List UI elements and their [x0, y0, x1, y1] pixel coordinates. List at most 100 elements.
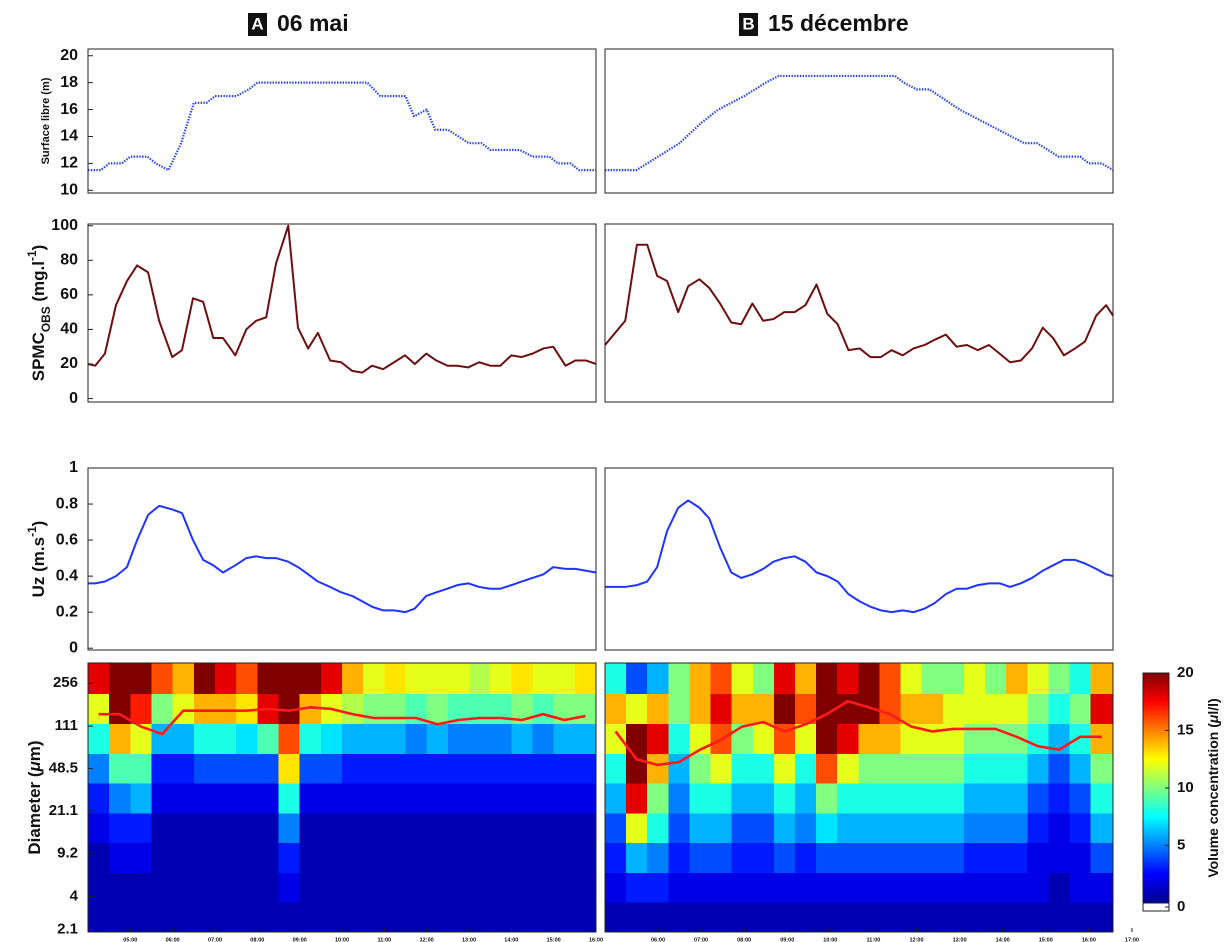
label-part: OBS	[39, 306, 53, 332]
heat-cell	[985, 872, 1007, 903]
heat-cell	[942, 782, 965, 814]
heat-cell	[626, 693, 648, 724]
heat-cell	[342, 693, 364, 724]
heat-cell	[553, 842, 576, 873]
heat-cell	[236, 723, 258, 755]
heat-cell	[574, 663, 597, 695]
heat-cell	[384, 812, 407, 843]
heat-cell	[553, 693, 576, 724]
heat-cell	[532, 842, 555, 873]
heat-cell	[384, 872, 407, 903]
heat-cell	[511, 723, 534, 755]
heat-cell	[384, 753, 407, 784]
y-tick-label: 60	[60, 286, 78, 303]
heat-cell	[447, 782, 470, 814]
heat-cell	[236, 693, 258, 724]
heat-cell	[299, 663, 322, 695]
heat-cell	[193, 872, 216, 903]
heat-cell	[151, 753, 174, 784]
heat-cell	[900, 812, 923, 843]
heat-cell	[574, 693, 597, 724]
heat-cell	[710, 812, 733, 843]
heat-cell	[668, 723, 691, 755]
label-part: )	[29, 245, 48, 251]
heat-cell	[130, 901, 153, 933]
label-part: Diameter (	[25, 771, 44, 854]
heat-cell	[816, 872, 838, 903]
heat-cell	[1048, 663, 1071, 695]
heat-cell	[985, 663, 1007, 695]
heat-cell	[574, 901, 597, 933]
heat-cell	[130, 872, 153, 903]
heat-cell	[511, 663, 534, 695]
heat-cell	[1069, 872, 1092, 903]
heat-cell	[921, 812, 944, 843]
heat-cell	[731, 901, 754, 933]
heat-cell	[363, 693, 385, 724]
heat-cell	[963, 782, 986, 814]
x-tick-label: 16:00	[589, 937, 603, 942]
heat-cell	[710, 663, 733, 695]
x-tick-label: 09:00	[293, 937, 307, 942]
heat-cell	[1090, 723, 1114, 755]
heat-cell	[647, 723, 669, 755]
heat-cell	[963, 753, 986, 784]
heat-cell	[731, 812, 754, 843]
heat-cell	[1090, 872, 1114, 903]
heat-cell	[605, 723, 627, 755]
heat-cell	[363, 663, 385, 695]
heat-cell	[447, 663, 470, 695]
heat-cell	[879, 782, 902, 814]
heat-cell	[879, 901, 902, 933]
x-tick-label: 15:00	[547, 937, 561, 942]
x-tick-label: 13:00	[462, 937, 476, 942]
heat-cell	[342, 842, 364, 873]
y-tick-label: 0.2	[56, 603, 78, 620]
heat-cell	[172, 842, 195, 873]
y-axis-label: Diameter (μm)	[25, 740, 44, 854]
heat-cell	[773, 782, 796, 814]
heat-cell	[879, 842, 902, 873]
y-axis-label: Uz (m.s-1)	[25, 521, 48, 598]
heat-cell	[1027, 812, 1049, 843]
heat-cell	[447, 872, 470, 903]
label-part: -1	[25, 526, 39, 537]
data-line	[604, 243, 1114, 364]
heat-cell	[257, 901, 280, 933]
heat-cell	[647, 812, 669, 843]
label-part: (mg.l	[29, 261, 48, 306]
heat-cell	[605, 693, 627, 724]
heat-cell	[752, 842, 775, 873]
heat-cell	[405, 663, 428, 695]
x-tick-label: 09:00	[780, 937, 794, 942]
heat-cell	[469, 901, 491, 933]
heat-cell	[511, 842, 534, 873]
heat-cell	[426, 812, 449, 843]
y-tick-label: 21.1	[49, 802, 78, 819]
heat-cell	[215, 753, 237, 784]
heat-cell	[963, 842, 986, 873]
heat-cell	[130, 753, 153, 784]
title-letter: B	[742, 14, 754, 33]
heat-cell	[879, 812, 902, 843]
x-tick-label: 08:00	[250, 937, 264, 942]
heat-cell	[647, 842, 669, 873]
label-part: μ	[25, 760, 44, 772]
heat-cell	[574, 812, 597, 843]
heat-cell	[963, 872, 986, 903]
heat-cell	[1027, 753, 1049, 784]
label-part: m)	[25, 740, 44, 761]
heat-cell	[668, 693, 691, 724]
plot-area	[88, 49, 596, 193]
heat-cell	[837, 901, 859, 933]
heat-cell	[405, 812, 428, 843]
heat-cell	[1069, 663, 1092, 695]
heat-cell	[710, 782, 733, 814]
heat-cell	[837, 842, 859, 873]
heat-cell	[278, 782, 301, 814]
x-tick-label: 17:00	[1125, 937, 1139, 942]
heat-cell	[553, 782, 576, 814]
heat-cell	[490, 901, 512, 933]
plot-frame	[604, 467, 1114, 651]
heat-cell	[1069, 842, 1092, 873]
